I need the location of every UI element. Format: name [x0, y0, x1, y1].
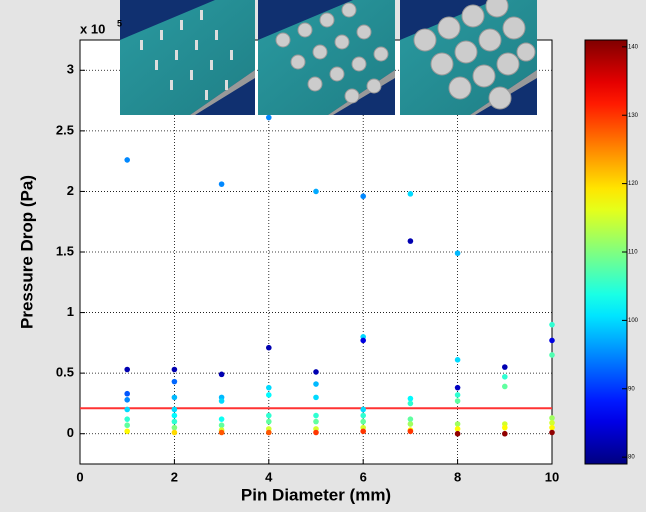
data-point: [219, 181, 225, 187]
y-tick-label: 0: [67, 425, 74, 440]
data-point: [219, 430, 225, 436]
data-point: [455, 385, 461, 391]
data-point: [549, 430, 555, 436]
data-point: [124, 416, 130, 422]
y-tick-label: 2.5: [56, 122, 74, 137]
data-point: [360, 193, 366, 199]
data-point: [313, 419, 319, 425]
x-tick-label: 8: [454, 469, 461, 484]
y-tick-label: 3: [67, 62, 74, 77]
data-point: [313, 395, 319, 401]
data-point: [219, 422, 225, 428]
data-point: [313, 369, 319, 375]
data-point: [124, 391, 130, 397]
colorbar-tick-label: 120: [628, 181, 639, 187]
data-point: [124, 157, 130, 163]
inset-images: [120, 0, 537, 115]
data-point: [124, 422, 130, 428]
y-tick-label: 1.5: [56, 243, 74, 258]
data-point: [124, 407, 130, 413]
colorbar-tick-label: 130: [628, 113, 639, 119]
data-point: [455, 426, 461, 432]
data-point: [502, 374, 508, 380]
data-point: [549, 352, 555, 358]
data-point: [266, 419, 272, 425]
data-point: [313, 430, 319, 436]
data-point: [172, 430, 178, 436]
data-point: [549, 415, 555, 421]
colorbar-tick-label: 90: [628, 386, 635, 392]
x-tick-label: 10: [545, 469, 559, 484]
data-point: [408, 238, 414, 244]
data-point: [172, 367, 178, 373]
data-point: [172, 395, 178, 401]
data-point: [455, 250, 461, 256]
x-tick-label: 0: [76, 469, 83, 484]
data-point: [219, 398, 225, 404]
data-point: [124, 428, 130, 434]
data-point: [266, 392, 272, 398]
data-point: [502, 431, 508, 437]
data-point: [502, 364, 508, 370]
colorbar-tick-label: 100: [628, 318, 639, 324]
data-point: [408, 191, 414, 197]
y-tick-label: 1: [67, 304, 74, 319]
data-point: [172, 419, 178, 425]
data-point: [313, 381, 319, 387]
x-tick-label: 4: [265, 469, 273, 484]
data-point: [502, 384, 508, 390]
data-point: [266, 430, 272, 436]
data-point: [360, 407, 366, 413]
data-point: [124, 367, 130, 373]
x-axis-label: Pin Diameter (mm): [241, 485, 391, 504]
data-point: [408, 416, 414, 422]
data-point: [219, 372, 225, 378]
data-point: [549, 420, 555, 426]
data-point: [266, 115, 272, 121]
data-point: [502, 425, 508, 431]
inset-image: [120, 0, 255, 115]
colorbar: [585, 40, 627, 464]
data-point: [172, 379, 178, 385]
data-point: [408, 396, 414, 402]
data-point: [455, 398, 461, 404]
y-scale-exponent: 5: [117, 18, 122, 28]
x-tick-label: 2: [171, 469, 178, 484]
colorbar-tick-label: 140: [628, 44, 639, 50]
figure: x 10 5 Pin Diameter (mm) Pressure Drop (…: [0, 0, 646, 512]
data-point: [219, 416, 225, 422]
data-point: [408, 428, 414, 434]
y-scale-base: x 10: [80, 21, 105, 36]
y-tick-label: 0.5: [56, 365, 74, 380]
data-point: [172, 413, 178, 419]
data-point: [549, 425, 555, 431]
y-tick-label: 2: [67, 183, 74, 198]
data-point: [455, 421, 461, 427]
data-point: [360, 419, 366, 425]
data-point: [266, 385, 272, 391]
data-point: [313, 413, 319, 419]
data-point: [455, 392, 461, 398]
colorbar-tick-label: 110: [628, 250, 638, 256]
inset-image: [400, 0, 537, 115]
data-point: [455, 431, 461, 437]
data-point: [549, 338, 555, 344]
data-point: [360, 413, 366, 419]
y-axis-label: Pressure Drop (Pa): [17, 175, 36, 329]
data-point: [124, 397, 130, 403]
data-point: [360, 338, 366, 344]
data-point: [172, 407, 178, 413]
inset-image: [258, 0, 395, 115]
data-point: [408, 421, 414, 427]
data-point: [266, 413, 272, 419]
data-point: [266, 345, 272, 351]
data-point: [549, 322, 555, 328]
data-point: [313, 189, 319, 195]
colorbar-tick-label: 80: [628, 455, 635, 461]
data-point: [172, 425, 178, 431]
data-point: [455, 357, 461, 363]
x-tick-label: 6: [360, 469, 367, 484]
data-point: [408, 401, 414, 407]
data-point: [360, 428, 366, 434]
